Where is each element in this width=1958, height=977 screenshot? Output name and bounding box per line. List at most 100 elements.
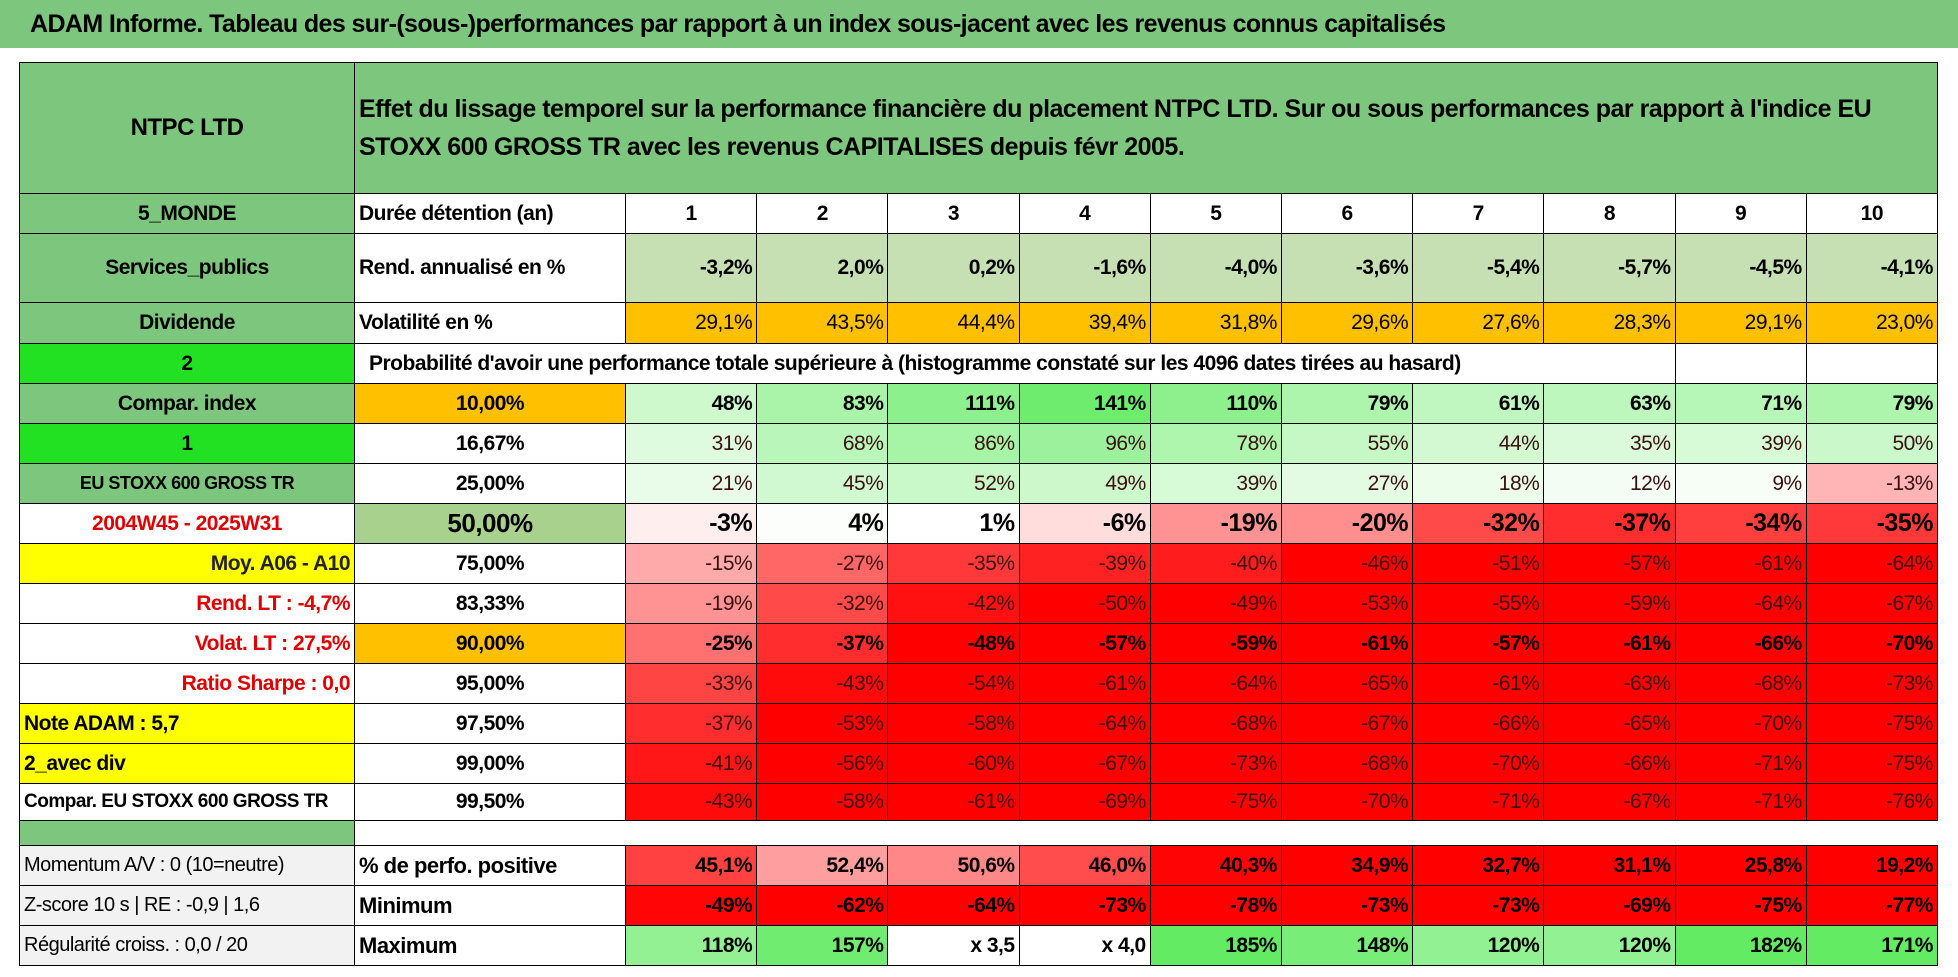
value-cell: -69%	[1018, 783, 1151, 821]
row-label: Rend. annualisé en %	[354, 233, 626, 303]
row-label: 99,50%	[354, 783, 626, 821]
value-cell: -70%	[1674, 703, 1807, 744]
row-label: 75,00%	[354, 543, 626, 584]
value-cell: 18%	[1412, 463, 1545, 504]
value-cell: -59%	[1543, 583, 1676, 624]
value-cell: -32%	[1412, 503, 1545, 544]
row-side-label: 2004W45 - 2025W31	[19, 503, 355, 544]
table-row: Rend. LT : -4,7% 83,33% -19% -32% -42% -50% -4…	[19, 583, 1938, 624]
value-cell: -76%	[1805, 783, 1938, 821]
summary-cell: -73%	[1280, 885, 1414, 926]
value-cell: -20%	[1280, 503, 1414, 544]
value-cell: -46%	[1280, 543, 1414, 584]
value-cell: -67%	[1543, 783, 1676, 821]
value-cell: -64%	[1018, 703, 1151, 744]
summary-cell: 118%	[624, 925, 758, 966]
value-cell: -13%	[1805, 463, 1938, 504]
table-row: EU STOXX 600 GROSS TR 25,00% 21% 45% 52% 49% 3…	[19, 463, 1938, 504]
value-cell: 39%	[1149, 463, 1282, 504]
value-cell: 83%	[756, 383, 889, 424]
value-cell: -4,5%	[1674, 233, 1807, 303]
value-cell: -61%	[1018, 663, 1151, 704]
summary-cell: -69%	[1543, 885, 1676, 926]
value-cell: 31,8%	[1149, 302, 1282, 344]
value-cell: -37%	[1543, 503, 1676, 544]
value-cell: -75%	[1149, 783, 1282, 821]
table-row: Compar. EU STOXX 600 GROSS TR 99,50% -43% -…	[19, 783, 1938, 821]
row-side-label: 5_MONDE	[19, 193, 355, 234]
value-cell: -55%	[1412, 583, 1545, 624]
summary-cell: -73%	[1412, 885, 1545, 926]
value-cell: 49%	[1018, 463, 1151, 504]
summary-cell: 52,4%	[756, 845, 889, 886]
value-cell: 4%	[756, 503, 889, 544]
value-cell: -41%	[624, 743, 758, 784]
row-side-label: Compar. EU STOXX 600 GROSS TR	[19, 783, 355, 821]
value-cell: -3,2%	[624, 233, 758, 303]
separator	[354, 820, 1938, 846]
row-label: 95,00%	[354, 663, 626, 704]
value-cell: 29,6%	[1280, 302, 1414, 344]
value-cell: 55%	[1280, 423, 1414, 464]
value-cell: 79%	[1280, 383, 1414, 424]
summary-cell: -75%	[1674, 885, 1807, 926]
value-cell: 44%	[1412, 423, 1545, 464]
value-cell: 31%	[624, 423, 758, 464]
value-cell: 28,3%	[1543, 302, 1676, 344]
value-cell: -32%	[756, 583, 889, 624]
value-cell: -60%	[887, 743, 1020, 784]
value-cell: 10	[1805, 193, 1938, 234]
value-cell: -70%	[1280, 783, 1414, 821]
title: ADAM Informe. Tableau des sur-(sous-)per…	[0, 0, 1958, 48]
value-cell: -39%	[1018, 543, 1151, 584]
value-cell: -71%	[1412, 783, 1545, 821]
value-cell: -1,6%	[1018, 233, 1151, 303]
value-cell: 79%	[1805, 383, 1938, 424]
value-cell: -57%	[1018, 623, 1151, 664]
summary-cell: 171%	[1805, 925, 1938, 966]
value-cell: 68%	[756, 423, 889, 464]
value-cell: 39,4%	[1018, 302, 1151, 344]
summary-cell: -78%	[1149, 885, 1282, 926]
value-cell: -25%	[624, 623, 758, 664]
table-row: 2004W45 - 2025W31 50,00% -3% 4% 1% -6% -19% -20…	[19, 503, 1938, 544]
row-side-label: 1	[19, 423, 355, 464]
value-cell: 96%	[1018, 423, 1151, 464]
probability-note: Probabilité d'avoir une performance tota…	[354, 343, 1676, 384]
row-side-label: EU STOXX 600 GROSS TR	[19, 463, 355, 504]
value-cell: 1%	[887, 503, 1020, 544]
summary-label: Minimum	[354, 885, 626, 926]
value-cell: -75%	[1805, 743, 1938, 784]
value-cell: -53%	[1280, 583, 1414, 624]
value-cell: -58%	[887, 703, 1020, 744]
empty-cell	[1805, 343, 1938, 384]
table-row: 1 16,67% 31% 68% 86% 96% 78% 55% 44% 35% 39% 50%	[19, 423, 1938, 464]
row-side-label: Rend. LT : -4,7%	[19, 583, 355, 624]
row-label: 25,00%	[354, 463, 626, 504]
value-cell: 9%	[1674, 463, 1807, 504]
separator	[19, 820, 355, 846]
summary-label: % de perfo. positive	[354, 845, 626, 886]
summary-cell: -49%	[624, 885, 758, 926]
value-cell: 86%	[887, 423, 1020, 464]
value-cell: -48%	[887, 623, 1020, 664]
row-label: 83,33%	[354, 583, 626, 624]
value-cell: -61%	[1674, 543, 1807, 584]
value-cell: -68%	[1280, 743, 1414, 784]
value-cell: -53%	[756, 703, 889, 744]
summary-cell: 148%	[1280, 925, 1414, 966]
value-cell: -66%	[1412, 703, 1545, 744]
value-cell: -59%	[1149, 623, 1282, 664]
summary-cell: 19,2%	[1805, 845, 1938, 886]
value-cell: -70%	[1805, 623, 1938, 664]
value-cell: -61%	[1412, 663, 1545, 704]
value-cell: -73%	[1149, 743, 1282, 784]
table-row: Services_publics Rend. annualisé en % -3,2…	[19, 233, 1938, 303]
row-side-label: Ratio Sharpe : 0,0	[19, 663, 355, 704]
table-row: Volat. LT : 27,5% 90,00% -25% -37% -48% -57% -…	[19, 623, 1938, 664]
value-cell: 23,0%	[1805, 302, 1938, 344]
separator-row	[19, 820, 1938, 846]
value-cell: -70%	[1412, 743, 1545, 784]
value-cell: -64%	[1674, 583, 1807, 624]
